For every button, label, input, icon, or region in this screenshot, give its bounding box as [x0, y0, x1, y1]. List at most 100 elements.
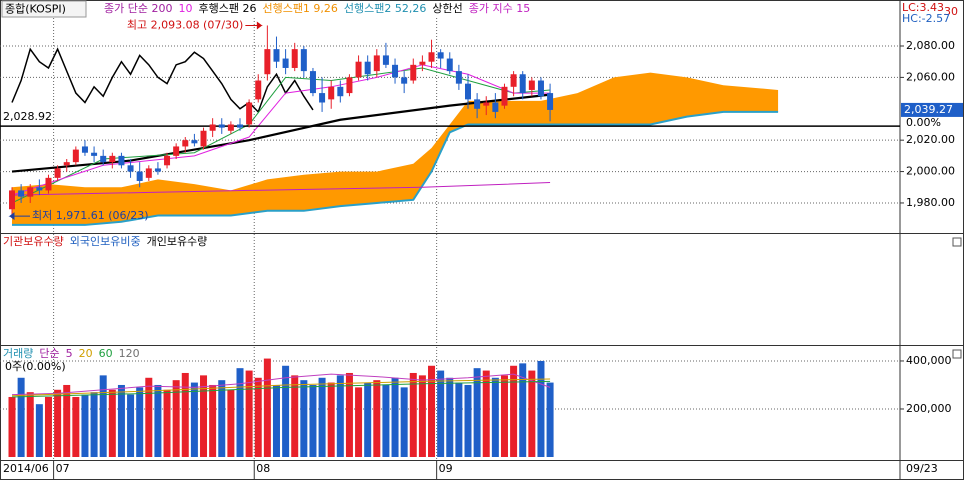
- symbol-box[interactable]: [1, 0, 87, 18]
- candle-body: [528, 80, 535, 90]
- candle-body: [392, 64, 399, 78]
- candle-body: [91, 152, 98, 156]
- symbol[interactable]: 종합(KOSPI): [5, 3, 66, 16]
- legend-item: 기관보유수량: [3, 235, 64, 248]
- volume-bar: [108, 389, 116, 457]
- y-tick-label: 2,080.00: [906, 39, 955, 52]
- close-button[interactable]: [952, 237, 962, 247]
- volume-bar: [446, 377, 454, 457]
- candle-body: [173, 146, 180, 156]
- candle-body: [45, 177, 52, 191]
- candle-body: [492, 102, 499, 112]
- candle-body: [72, 149, 79, 163]
- legend-item: 선행스팬2 52,26: [344, 2, 426, 15]
- candle-body: [145, 168, 152, 178]
- volume-bar: [254, 377, 262, 457]
- lc-label: LC:3.43: [902, 1, 944, 14]
- y-tick-label: 2,020.00: [906, 133, 955, 146]
- indicator-line: [11, 93, 551, 173]
- volume-bar: [236, 368, 244, 457]
- volume-bar: [428, 365, 436, 457]
- volume-bar: [519, 363, 527, 457]
- legend-item: 선행스팬1 9,26: [262, 2, 337, 15]
- candle-body: [291, 49, 298, 68]
- candle-body: [127, 165, 134, 172]
- legend-item: 종가 단순 200: [104, 2, 172, 15]
- legend-item: 20: [79, 347, 93, 360]
- candle-body: [255, 80, 262, 100]
- x-tick-label: 08: [256, 462, 270, 475]
- x-tick-label: 09: [439, 462, 453, 475]
- candle-body: [191, 140, 198, 144]
- candle-body: [63, 162, 70, 166]
- y-tick-label: 1,980.00: [906, 196, 955, 209]
- volume-bar: [127, 394, 135, 457]
- volume-bar: [364, 382, 372, 457]
- close-button[interactable]: [952, 349, 962, 359]
- volume-bar: [400, 387, 408, 457]
- volume-bar: [528, 370, 536, 457]
- volume-bar: [245, 370, 253, 457]
- volume-bar: [510, 365, 518, 457]
- candle-body: [18, 190, 25, 197]
- candle-body: [118, 155, 125, 166]
- ichimoku-cloud: [12, 72, 779, 225]
- candle-body: [501, 86, 508, 106]
- legend-item: 120: [119, 347, 140, 360]
- volume-bar: [172, 380, 180, 457]
- volume-bar: [291, 375, 299, 457]
- volume-bar: [300, 380, 308, 457]
- volume-bar: [17, 377, 25, 457]
- x-tick-label: 2014/06: [3, 462, 49, 475]
- candle-body: [200, 130, 207, 147]
- candle-body: [364, 61, 371, 75]
- volume-bar: [90, 392, 98, 457]
- volume-bar: [263, 358, 271, 457]
- volume-bar: [355, 387, 363, 457]
- volume-bar: [409, 372, 417, 457]
- candle-body: [27, 187, 34, 197]
- volume-bar: [309, 384, 317, 457]
- indicator-line: [11, 380, 551, 398]
- max-annotation: 최고 2,093.08 (07/30): [127, 18, 244, 31]
- legend-item: 후행스팬 26: [198, 2, 256, 15]
- annotation-arrow: [245, 21, 263, 30]
- indicator-line: [11, 182, 551, 196]
- volume-bar: [145, 377, 153, 457]
- volume-bar: [8, 396, 16, 457]
- volume-bar: [391, 377, 399, 457]
- candle-body: [282, 58, 289, 68]
- legend-item: 종가 지수 15: [469, 2, 530, 15]
- candle-body: [319, 93, 326, 103]
- candle-body: [54, 168, 61, 178]
- legend-item: 개인보유수량: [147, 235, 208, 248]
- y-tick-label: 400,000: [906, 354, 952, 367]
- legend-item: 상한선: [432, 2, 462, 15]
- reference-label: 2,028.92: [3, 110, 52, 123]
- candle-body: [346, 77, 353, 94]
- candle-body: [136, 171, 143, 181]
- candle-body: [300, 49, 307, 72]
- candle-body: [510, 74, 517, 87]
- candle-body: [337, 86, 344, 97]
- candle-body: [410, 64, 417, 81]
- candle-body: [164, 155, 171, 166]
- volume-bar: [72, 396, 80, 457]
- legend-item: 60: [99, 347, 113, 360]
- candle-body: [483, 102, 490, 106]
- volume-bar: [336, 375, 344, 457]
- x-tick-label: 07: [56, 462, 70, 475]
- volume-bar: [35, 404, 43, 457]
- lc-overflow: 30: [944, 5, 958, 18]
- volume-bar: [154, 384, 162, 457]
- candle-body: [109, 155, 116, 163]
- volume-bar: [473, 368, 481, 457]
- price-tag-label: 2,039.27: [904, 103, 953, 116]
- indicator-line: [11, 378, 551, 397]
- y-tick-label: 2,060.00: [906, 70, 955, 83]
- volume-bar: [327, 382, 335, 457]
- volume-bar: [54, 389, 62, 457]
- indicator-line: [11, 67, 551, 204]
- volume-bar: [99, 375, 107, 457]
- indicator-line: [11, 373, 551, 396]
